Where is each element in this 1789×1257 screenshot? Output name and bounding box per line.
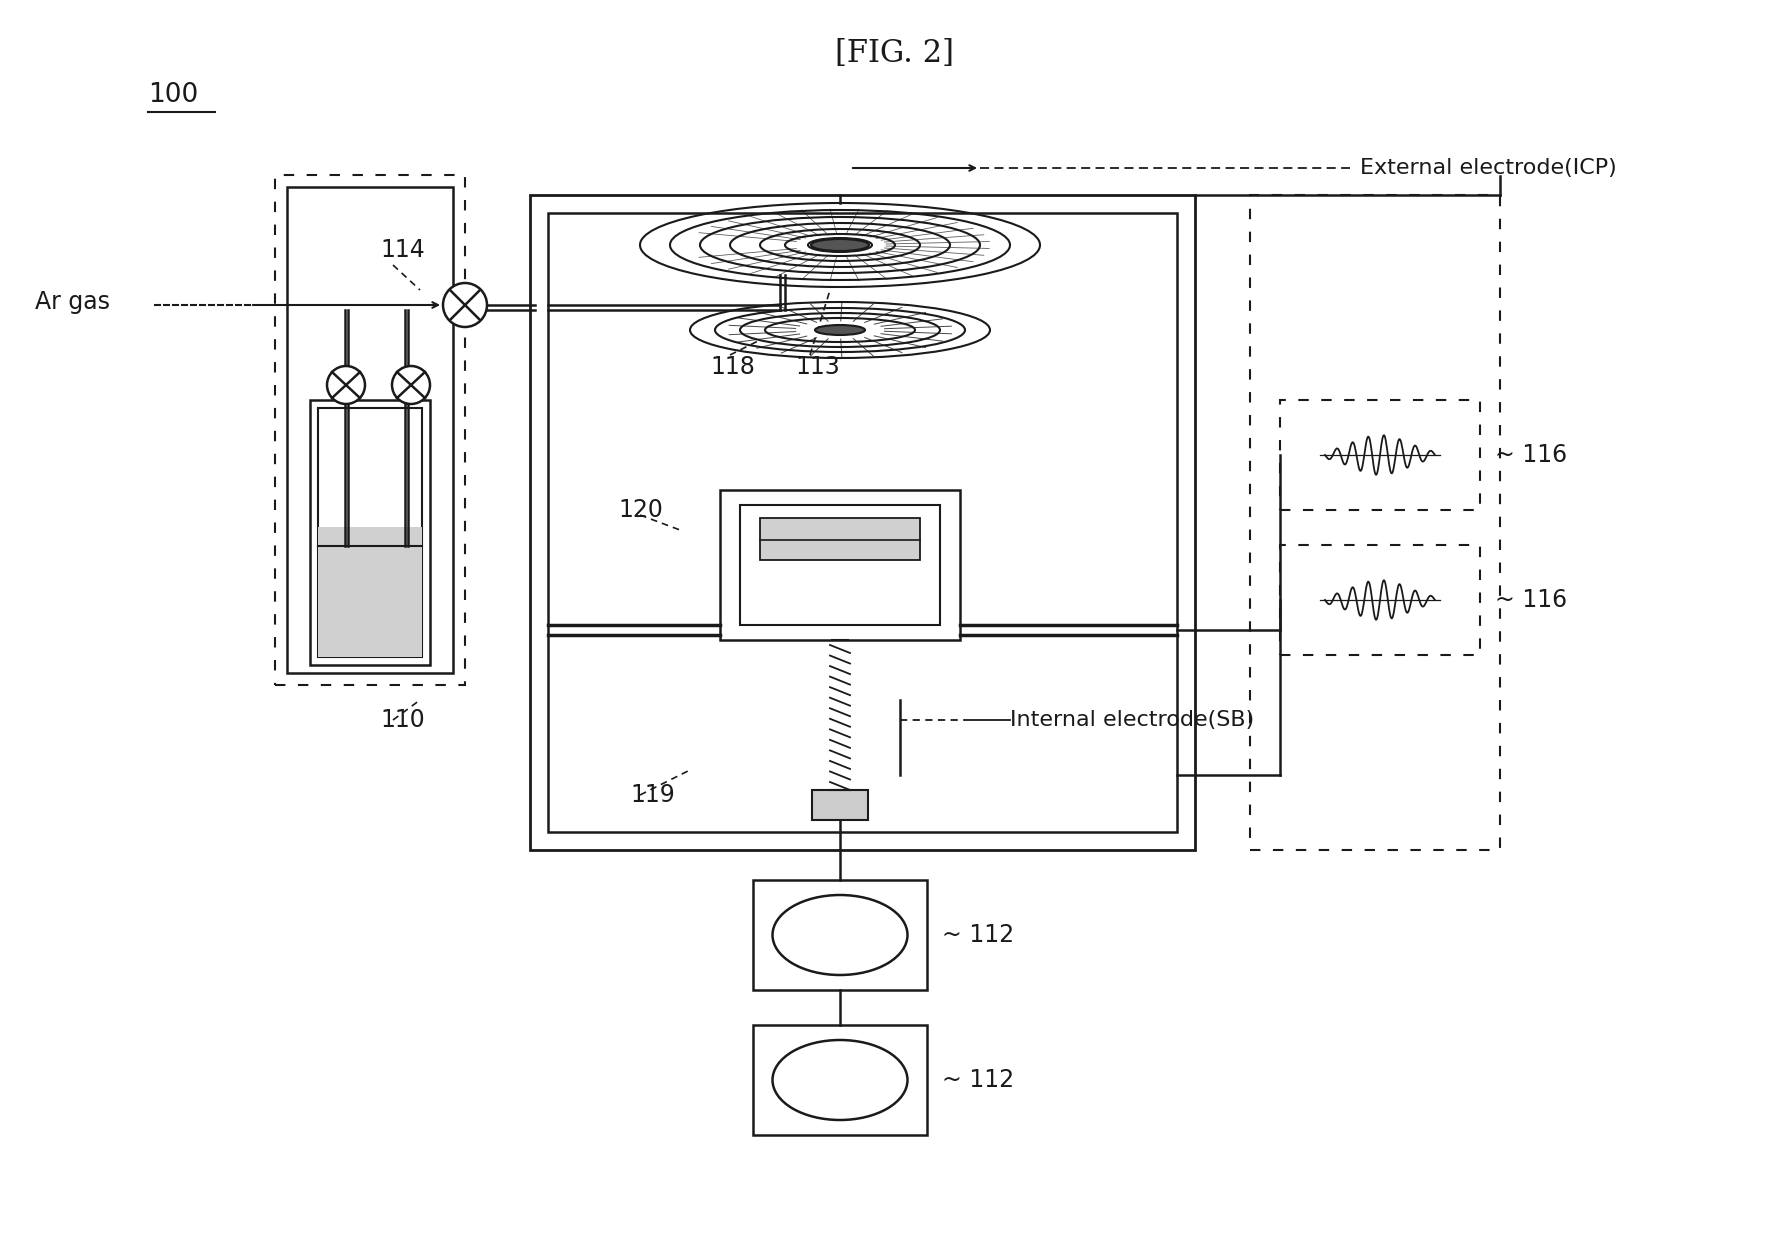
Text: ~ 116: ~ 116	[1494, 442, 1565, 468]
Text: External electrode(ICP): External electrode(ICP)	[1360, 158, 1615, 178]
Text: Internal electrode(SB): Internal electrode(SB)	[1009, 710, 1254, 730]
Ellipse shape	[773, 1040, 907, 1120]
Text: 119: 119	[630, 783, 674, 807]
Bar	[1279, 546, 1480, 655]
Text: 118: 118	[710, 354, 755, 380]
Bar	[276, 175, 465, 685]
Text: 120: 120	[617, 498, 662, 522]
Bar	[753, 1024, 927, 1135]
Bar	[760, 518, 920, 561]
Bar	[318, 527, 422, 657]
Text: 100: 100	[148, 82, 199, 108]
Circle shape	[392, 366, 429, 403]
Text: Ar gas: Ar gas	[36, 290, 109, 314]
Bar	[753, 880, 927, 991]
Text: ~ 112: ~ 112	[941, 923, 1014, 947]
Circle shape	[327, 366, 365, 403]
Text: ~ 116: ~ 116	[1494, 588, 1565, 612]
Bar	[286, 187, 453, 672]
Text: 113: 113	[794, 354, 839, 380]
Bar	[530, 195, 1195, 850]
Bar	[547, 212, 1177, 832]
Bar	[1249, 195, 1499, 850]
Text: ~ 112: ~ 112	[941, 1068, 1014, 1092]
Bar	[1279, 400, 1480, 510]
Text: [FIG. 2]: [FIG. 2]	[835, 38, 954, 69]
Ellipse shape	[773, 895, 907, 975]
Bar	[812, 789, 868, 820]
Bar	[719, 490, 959, 640]
Text: 114: 114	[379, 238, 424, 261]
Circle shape	[442, 283, 487, 327]
Ellipse shape	[814, 326, 864, 336]
Ellipse shape	[810, 239, 868, 251]
Text: 110: 110	[379, 708, 424, 732]
Bar	[739, 505, 939, 625]
Bar	[318, 409, 422, 657]
Bar	[309, 400, 429, 665]
